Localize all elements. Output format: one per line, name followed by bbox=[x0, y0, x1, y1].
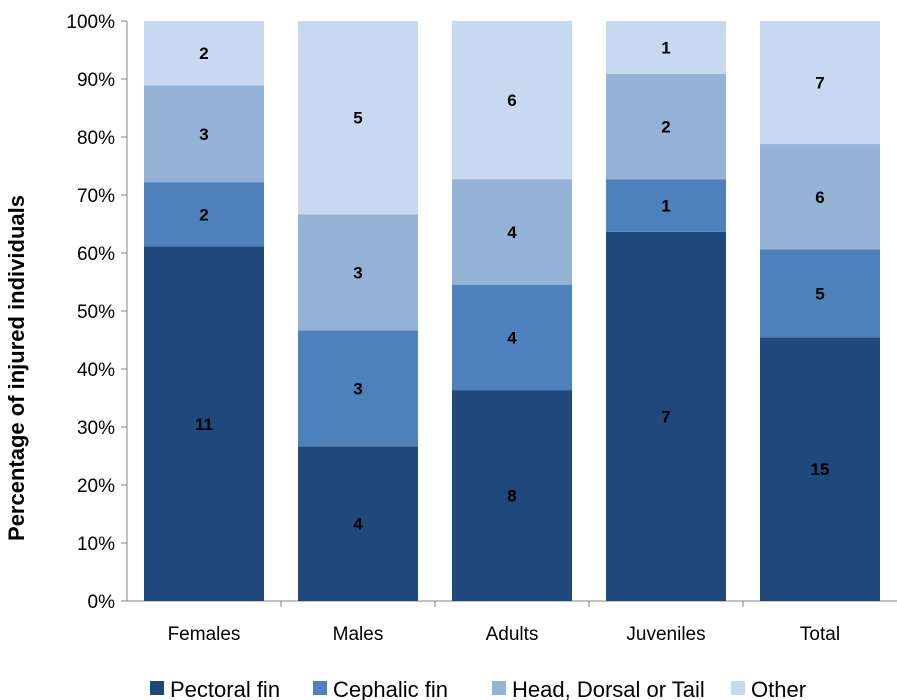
data-label: 4 bbox=[507, 223, 517, 242]
bar-segment bbox=[606, 231, 726, 601]
bar-segment bbox=[606, 179, 726, 232]
data-label: 3 bbox=[353, 263, 362, 282]
data-label: 5 bbox=[353, 109, 362, 128]
data-label: 5 bbox=[815, 284, 824, 303]
legend: Pectoral fin Cephalic fin Head, Dorsal or … bbox=[150, 677, 806, 700]
data-label: 3 bbox=[353, 379, 362, 398]
data-label: 8 bbox=[507, 487, 516, 506]
data-label: 11 bbox=[195, 415, 213, 434]
legend-swatch bbox=[492, 681, 506, 695]
bar-segment bbox=[298, 21, 418, 215]
legend-label: Cephalic fin bbox=[333, 677, 448, 700]
y-tick-label: 70% bbox=[77, 186, 115, 207]
legend-label: Other bbox=[751, 677, 806, 700]
bar-segment bbox=[144, 246, 264, 602]
data-label: 4 bbox=[507, 328, 517, 347]
x-axis: Females Males Adults Juveniles Total bbox=[127, 600, 897, 645]
bar-segment bbox=[606, 73, 726, 180]
data-label: 7 bbox=[661, 407, 670, 426]
legend-swatch bbox=[731, 681, 745, 695]
bar-segment bbox=[144, 21, 264, 86]
bar-segment bbox=[760, 337, 880, 601]
data-label: 2 bbox=[199, 44, 208, 63]
x-tick-label: Males bbox=[333, 624, 384, 645]
y-axis: 0% 10% 20% 30% 40% 50% 60% 70% 80% 90% 100% bbox=[66, 12, 128, 613]
bars bbox=[144, 21, 880, 602]
y-tick-label: 60% bbox=[77, 244, 115, 265]
data-label: 15 bbox=[811, 460, 830, 479]
data-label: 1 bbox=[661, 197, 670, 216]
bar-segment bbox=[452, 284, 572, 391]
y-tick-label: 20% bbox=[77, 476, 115, 497]
y-tick-label: 40% bbox=[77, 360, 115, 381]
data-label: 2 bbox=[199, 205, 208, 224]
y-tick-label: 0% bbox=[88, 592, 116, 613]
data-label: 4 bbox=[353, 515, 363, 534]
data-label: 6 bbox=[815, 188, 824, 207]
data-label: 1 bbox=[661, 38, 670, 57]
bar-segment bbox=[144, 182, 264, 247]
data-labels: 11 2 3 2 4 3 3 5 8 4 4 6 7 1 2 1 15 5 6 7 bbox=[195, 38, 829, 533]
bar-segment bbox=[452, 179, 572, 285]
data-label: 3 bbox=[199, 125, 208, 144]
legend-label: Pectoral fin bbox=[170, 677, 280, 700]
bar-segment bbox=[452, 21, 572, 180]
legend-swatch bbox=[150, 681, 164, 695]
legend-label: Head, Dorsal or Tail bbox=[512, 677, 705, 700]
data-label: 7 bbox=[815, 74, 824, 93]
y-axis-label: Percentage of injured individuals bbox=[4, 195, 29, 541]
bar-segment bbox=[606, 21, 726, 74]
x-tick-label: Total bbox=[800, 624, 840, 645]
bar-segment bbox=[452, 390, 572, 601]
bar-segment bbox=[760, 144, 880, 250]
y-tick-label: 80% bbox=[77, 128, 115, 149]
legend-swatch bbox=[313, 681, 327, 695]
bar-segment bbox=[298, 214, 418, 331]
y-tick-label: 30% bbox=[77, 418, 115, 439]
data-label: 6 bbox=[507, 91, 516, 110]
bar-segment bbox=[760, 21, 880, 145]
y-tick-label: 90% bbox=[77, 70, 115, 91]
x-tick-label: Adults bbox=[486, 624, 539, 645]
x-tick-label: Juveniles bbox=[626, 624, 705, 645]
x-tick-label: Females bbox=[168, 624, 241, 645]
data-label: 2 bbox=[661, 117, 670, 136]
bar-segment bbox=[298, 446, 418, 601]
bar-segment bbox=[298, 330, 418, 447]
y-tick-label: 100% bbox=[66, 12, 115, 33]
y-tick-label: 50% bbox=[77, 302, 115, 323]
bar-segment bbox=[760, 249, 880, 338]
y-tick-label: 10% bbox=[77, 534, 115, 555]
bar-segment bbox=[144, 85, 264, 183]
